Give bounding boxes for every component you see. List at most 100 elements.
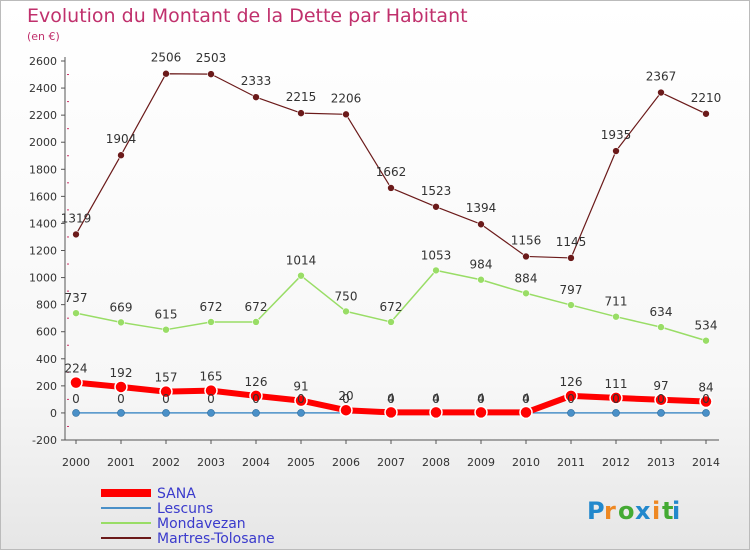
data-label: 1053 — [421, 248, 452, 262]
data-point-lescuns — [297, 409, 305, 417]
data-point-sana — [384, 405, 398, 420]
y-tick-label: 1600 — [29, 190, 57, 203]
data-label: 1523 — [421, 184, 452, 198]
brand-logo-letter: i — [672, 497, 680, 525]
data-label: 157 — [155, 371, 178, 385]
data-point-sana — [159, 384, 173, 399]
y-tick-label: 800 — [36, 299, 57, 312]
data-label: 0 — [72, 392, 80, 406]
data-label: 224 — [65, 362, 88, 376]
data-point-mondavezan — [162, 325, 170, 334]
data-label: 1156 — [511, 233, 542, 247]
data-label: 984 — [470, 258, 493, 272]
data-point-mondavezan — [567, 301, 575, 309]
data-label: 0 — [612, 392, 620, 406]
data-label: 126 — [560, 375, 583, 389]
data-label: 2503 — [196, 51, 227, 65]
legend-label-sana: SANA — [157, 486, 196, 502]
data-point-mondavezan — [477, 275, 485, 284]
data-point-lescuns — [702, 409, 710, 417]
data-point-sana — [564, 389, 578, 403]
data-label: 2215 — [286, 90, 317, 104]
chart-title: Evolution du Montant de la Dette par Hab… — [27, 5, 468, 27]
data-point-mondavezan — [432, 266, 440, 275]
data-point-martres-tolosane — [477, 220, 485, 229]
data-point-martres-tolosane — [387, 184, 395, 192]
data-label: 84 — [698, 381, 713, 395]
data-point-lescuns — [567, 409, 575, 417]
data-label: 669 — [110, 300, 133, 314]
data-label: 711 — [605, 295, 628, 309]
data-label: 2506 — [151, 51, 182, 65]
x-tick-label: 2007 — [377, 456, 405, 469]
data-point-sana — [339, 403, 353, 417]
data-label: 126 — [245, 375, 268, 389]
y-tick-label: 2000 — [29, 136, 57, 149]
y-tick-label: 2400 — [29, 82, 57, 95]
data-point-martres-tolosane — [522, 252, 530, 261]
data-point-sana — [609, 391, 623, 405]
data-label: 0 — [702, 392, 710, 406]
data-label: 97 — [653, 379, 668, 393]
legend-label-mondavezan: Mondavezan — [157, 516, 246, 532]
x-tick-label: 2011 — [557, 456, 585, 469]
data-point-mondavezan — [657, 323, 665, 331]
data-point-sana — [519, 405, 533, 420]
data-point-sana — [69, 375, 83, 390]
data-label: 4 — [387, 391, 395, 405]
data-label: 672 — [200, 300, 223, 314]
data-label: 2206 — [331, 91, 362, 105]
x-tick-label: 2012 — [602, 456, 630, 469]
data-label: 0 — [432, 392, 440, 406]
y-tick-label: 1400 — [29, 217, 57, 230]
brand-logo-letter: r — [604, 497, 616, 525]
data-label: 615 — [155, 308, 178, 322]
x-tick-label: 2013 — [647, 456, 675, 469]
x-tick-label: 2006 — [332, 456, 360, 469]
x-tick-label: 2008 — [422, 456, 450, 469]
data-label: 1145 — [556, 235, 587, 249]
data-point-sana — [699, 394, 713, 409]
y-tick-label: 1800 — [29, 163, 57, 176]
data-point-sana — [429, 405, 443, 420]
data-point-mondavezan — [342, 307, 350, 316]
x-tick-label: 2010 — [512, 456, 540, 469]
data-point-martres-tolosane — [162, 69, 170, 78]
data-label: 672 — [380, 300, 403, 314]
data-point-mondavezan — [522, 289, 530, 298]
data-label: 91 — [293, 380, 308, 394]
chart-subtitle: (en €) — [27, 30, 60, 43]
data-label: 2333 — [241, 74, 272, 88]
data-point-lescuns — [657, 409, 665, 417]
data-point-martres-tolosane — [432, 202, 440, 211]
data-point-mondavezan — [297, 271, 305, 280]
x-tick-label: 2005 — [287, 456, 315, 469]
data-point-martres-tolosane — [252, 93, 260, 101]
data-point-martres-tolosane — [567, 254, 575, 262]
data-label: 1935 — [601, 128, 632, 142]
data-label: 192 — [110, 366, 133, 380]
data-label: 672 — [245, 300, 268, 314]
x-tick-label: 2004 — [242, 456, 270, 469]
y-tick-label: 0 — [50, 407, 57, 420]
data-point-sana — [474, 405, 488, 420]
y-tick-label: 2600 — [29, 55, 57, 68]
data-label: 884 — [515, 271, 538, 285]
data-label: 1394 — [466, 201, 497, 215]
legend-label-martres-tolosane: Martres-Tolosane — [157, 531, 275, 547]
brand-logo-letter: i — [652, 497, 660, 525]
x-tick-label: 2003 — [197, 456, 225, 469]
data-label: 0 — [117, 392, 125, 406]
y-tick-label: -200 — [32, 434, 57, 447]
data-point-sana — [654, 393, 668, 407]
data-label: 4 — [522, 391, 530, 405]
legend-label-lescuns: Lescuns — [157, 501, 213, 517]
data-point-lescuns — [207, 409, 215, 417]
data-label: 0 — [162, 392, 170, 406]
data-point-martres-tolosane — [297, 109, 305, 117]
data-point-lescuns — [612, 409, 620, 417]
y-tick-label: 600 — [36, 326, 57, 339]
data-label: 0 — [477, 392, 485, 406]
y-tick-label: 1000 — [29, 272, 57, 285]
